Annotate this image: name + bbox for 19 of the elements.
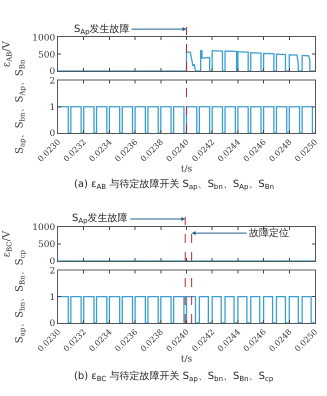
y-tick-label: 1000	[32, 223, 56, 234]
y-tick-label: 2	[49, 266, 56, 276]
y-tick-label: 1	[49, 292, 56, 303]
y-tick-label: 0	[49, 67, 56, 78]
y-tick-label: 500	[38, 50, 56, 60]
y-tick-label: 2	[49, 76, 56, 87]
y-tick-label: 500	[38, 240, 56, 250]
text: (a) ε$_{AB}$ 与待定故障开关 S$_{ap}$、S$_{bn}$、S$_{Ap}$、S$_{Bn}$	[74, 179, 274, 192]
y-tick-label: 1	[49, 102, 56, 113]
x-axis-title: t/s	[180, 164, 193, 175]
ref-line-label: S$_{Ap}$发生故障	[72, 212, 128, 226]
y-tick-label: 0	[49, 257, 56, 268]
y-tick-label: 0	[49, 319, 56, 330]
x-axis-title: t/s	[180, 354, 193, 364]
ref-line-label: S$_{Ap}$发生故障	[74, 23, 130, 36]
y-tick-label: 1000	[32, 33, 56, 44]
ref-line-label: 故障定位	[249, 227, 289, 239]
y-tick-label: 0	[49, 129, 56, 140]
text: (b) ε$_{BC}$ 与待定故障开关 S$_{ap}$、S$_{bn}$、S$_{Bn}$、S$_{cp}$	[74, 371, 274, 384]
